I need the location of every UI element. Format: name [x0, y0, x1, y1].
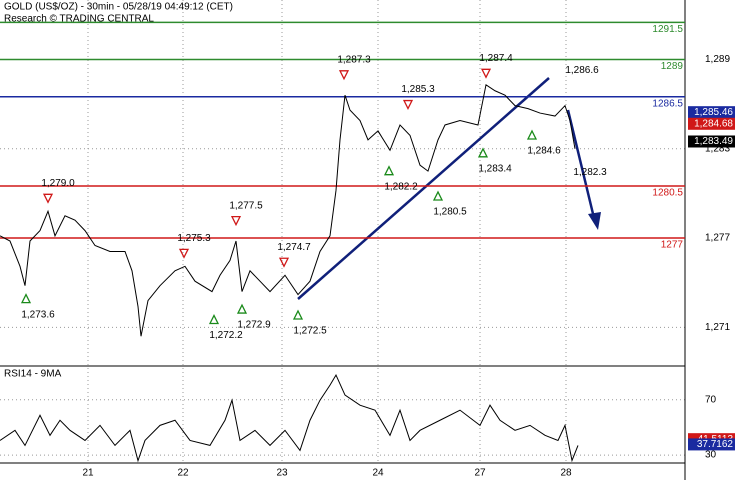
- swing-label: 1,287.4: [479, 53, 513, 64]
- sell-marker: [278, 257, 290, 268]
- price-line: [0, 373, 579, 463]
- swing-label: 1,275.3: [177, 233, 211, 244]
- swing-label: 1,272.5: [293, 326, 327, 337]
- swing-label: 1,287.3: [337, 54, 371, 65]
- x-tick-label: 27: [474, 468, 486, 479]
- y-tick-label: 30: [705, 450, 717, 461]
- price-line: [0, 83, 576, 337]
- sell-marker: [42, 193, 54, 204]
- buy-marker: [383, 165, 395, 176]
- price-tag-label: 1,283.49: [694, 136, 733, 147]
- price-tag-label: 1,284.68: [694, 118, 733, 129]
- buy-marker: [20, 293, 32, 304]
- swing-label: 1,272.9: [237, 320, 271, 331]
- swing-label: 1,283.4: [478, 163, 512, 174]
- x-tick-label: 28: [560, 468, 572, 479]
- price-tag: [688, 117, 735, 130]
- arrow-head: [588, 212, 601, 230]
- sell-marker: [480, 68, 492, 79]
- price-tag: [688, 438, 735, 451]
- x-tick-label: 24: [372, 468, 384, 479]
- sell-marker: [178, 248, 190, 259]
- swing-label: 1,273.6: [21, 309, 55, 320]
- buy-marker: [477, 147, 489, 158]
- sell-marker: [338, 70, 350, 81]
- swing-label: 1,279.0: [41, 178, 75, 189]
- swing-label: 1,286.6: [565, 65, 599, 76]
- swing-label: 1,284.6: [527, 146, 561, 157]
- sell-marker: [230, 215, 242, 227]
- rsi-title: RSI14 - 9MA: [4, 369, 62, 380]
- chart-subtitle: Research © TRADING CENTRAL: [4, 14, 154, 25]
- trend-line: [297, 77, 550, 300]
- y-tick-label: 1,289: [705, 54, 730, 65]
- buy-marker: [432, 190, 444, 201]
- buy-marker: [292, 309, 304, 320]
- forecast-arrow: [566, 109, 596, 219]
- sell-marker: [402, 99, 414, 111]
- swing-label: 1,280.5: [433, 207, 467, 218]
- swing-label: 1,272.2: [209, 330, 243, 341]
- x-tick-label: 22: [177, 468, 189, 479]
- y-tick-label: 1,271: [705, 322, 730, 333]
- level-label: 1291.5: [652, 24, 683, 35]
- y-tick-label: 70: [705, 394, 717, 405]
- level-label: 1280.5: [652, 188, 683, 199]
- buy-marker: [208, 314, 220, 325]
- x-tick-label: 21: [82, 468, 94, 479]
- chart-title: GOLD (US$/OZ) - 30min - 05/28/19 04:49:1…: [4, 2, 233, 13]
- price-tag: [688, 135, 735, 148]
- price-tag-label: 37.7162: [697, 439, 734, 450]
- level-label: 1277: [661, 240, 684, 251]
- buy-marker: [236, 303, 248, 314]
- swing-label: 1,277.5: [229, 200, 263, 211]
- y-tick-label: 1,283: [705, 143, 730, 154]
- price-tag-label: 1,285.46: [694, 107, 733, 118]
- level-label: 1286.5: [652, 98, 683, 109]
- swing-label: 1,282.3: [573, 167, 607, 178]
- price-tag: [688, 106, 735, 119]
- swing-label: 1,282.2: [384, 181, 418, 192]
- buy-marker: [526, 129, 538, 140]
- swing-label: 1,285.3: [401, 84, 435, 95]
- y-tick-label: 1,277: [705, 233, 730, 244]
- x-tick-label: 23: [276, 468, 288, 479]
- swing-label: 1,274.7: [277, 242, 311, 253]
- level-label: 1289: [661, 61, 684, 72]
